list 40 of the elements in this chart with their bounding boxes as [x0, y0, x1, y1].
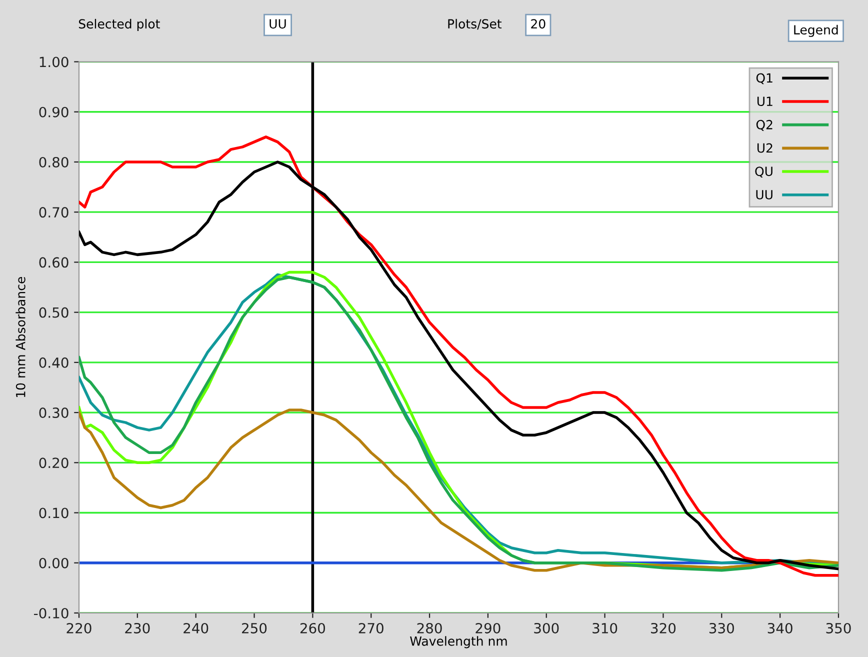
y-tick-label: 0.00 — [39, 558, 68, 568]
y-tick-label: 0.40 — [39, 357, 68, 368]
legend-label: Q2 — [756, 120, 772, 131]
x-tick-label: 260 — [300, 622, 326, 634]
legend-label: QU — [755, 166, 772, 178]
y-tick-label: 0.60 — [39, 257, 68, 268]
y-tick-label: 1.00 — [40, 56, 68, 68]
x-tick-label: 330 — [709, 622, 734, 634]
y-tick-label: -0.10 — [34, 608, 68, 618]
x-tick-label: 240 — [184, 622, 208, 634]
line-series — [78, 408, 838, 572]
x-tick-label: 350 — [826, 622, 851, 634]
y-axis-title: 10 mm Absorbance — [16, 277, 26, 398]
y-tick-label: 0.10 — [39, 508, 68, 518]
text: Plots/Set — [448, 18, 502, 30]
x-tick-label: 280 — [417, 622, 442, 634]
y-tick-label: 0.50 — [39, 307, 68, 318]
text: Legend — [794, 24, 838, 37]
x-tick-label: 290 — [476, 622, 500, 634]
y-tick-label: 0.80 — [39, 156, 68, 168]
y-tick-label: 0.90 — [39, 106, 68, 118]
y-tick-label: 0.70 — [39, 207, 68, 218]
x-tick-label: 340 — [768, 622, 792, 634]
text: Selected plot — [78, 18, 160, 32]
legend-label: U1 — [757, 96, 772, 106]
legend-label: UU — [756, 190, 772, 200]
x-tick-label: 220 — [66, 622, 92, 634]
text: 20 — [531, 19, 546, 29]
x-axis-title: Wavelength nm — [410, 636, 507, 648]
x-tick-label: 230 — [125, 622, 150, 634]
y-tick-label: 0.30 — [39, 408, 68, 418]
x-tick-label: 320 — [651, 622, 676, 634]
x-tick-label: 300 — [534, 622, 559, 634]
x-tick-label: 270 — [358, 622, 384, 634]
x-tick-label: 250 — [242, 622, 267, 634]
legend-label: U2 — [757, 143, 772, 153]
y-tick-label: 0.20 — [39, 458, 68, 468]
x-tick-label: 310 — [592, 622, 618, 634]
text: UU — [270, 19, 286, 29]
legend-label: Q1 — [756, 73, 772, 84]
